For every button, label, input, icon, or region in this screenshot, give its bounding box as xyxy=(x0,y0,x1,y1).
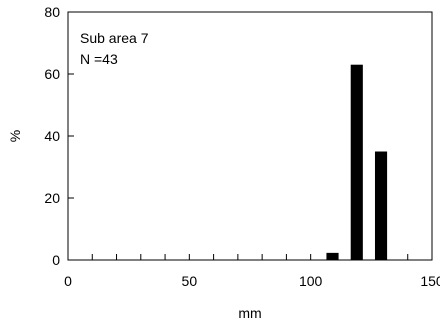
x-axis-label: mm xyxy=(238,305,261,321)
x-tick-label: 150 xyxy=(420,273,440,289)
y-tick-label: 0 xyxy=(52,252,60,268)
y-tick-label: 80 xyxy=(44,4,60,20)
y-axis-label: % xyxy=(7,130,23,142)
bars-group xyxy=(326,64,388,260)
y-tick-label: 40 xyxy=(44,128,60,144)
y-tick-label: 20 xyxy=(44,190,60,206)
x-axis-ticks: 0 50 100 150 xyxy=(64,254,440,289)
bar-110 xyxy=(326,252,339,260)
y-axis-ticks: 0 20 40 60 80 xyxy=(44,4,74,268)
bar-120 xyxy=(350,64,363,260)
x-tick-label: 100 xyxy=(299,273,323,289)
y-tick-label: 60 xyxy=(44,66,60,82)
annotation-sample-size: N =43 xyxy=(80,51,118,67)
bar-130 xyxy=(374,151,388,260)
x-tick-label: 50 xyxy=(182,273,198,289)
annotation-sub-area: Sub area 7 xyxy=(80,30,149,46)
x-tick-label: 0 xyxy=(64,273,72,289)
